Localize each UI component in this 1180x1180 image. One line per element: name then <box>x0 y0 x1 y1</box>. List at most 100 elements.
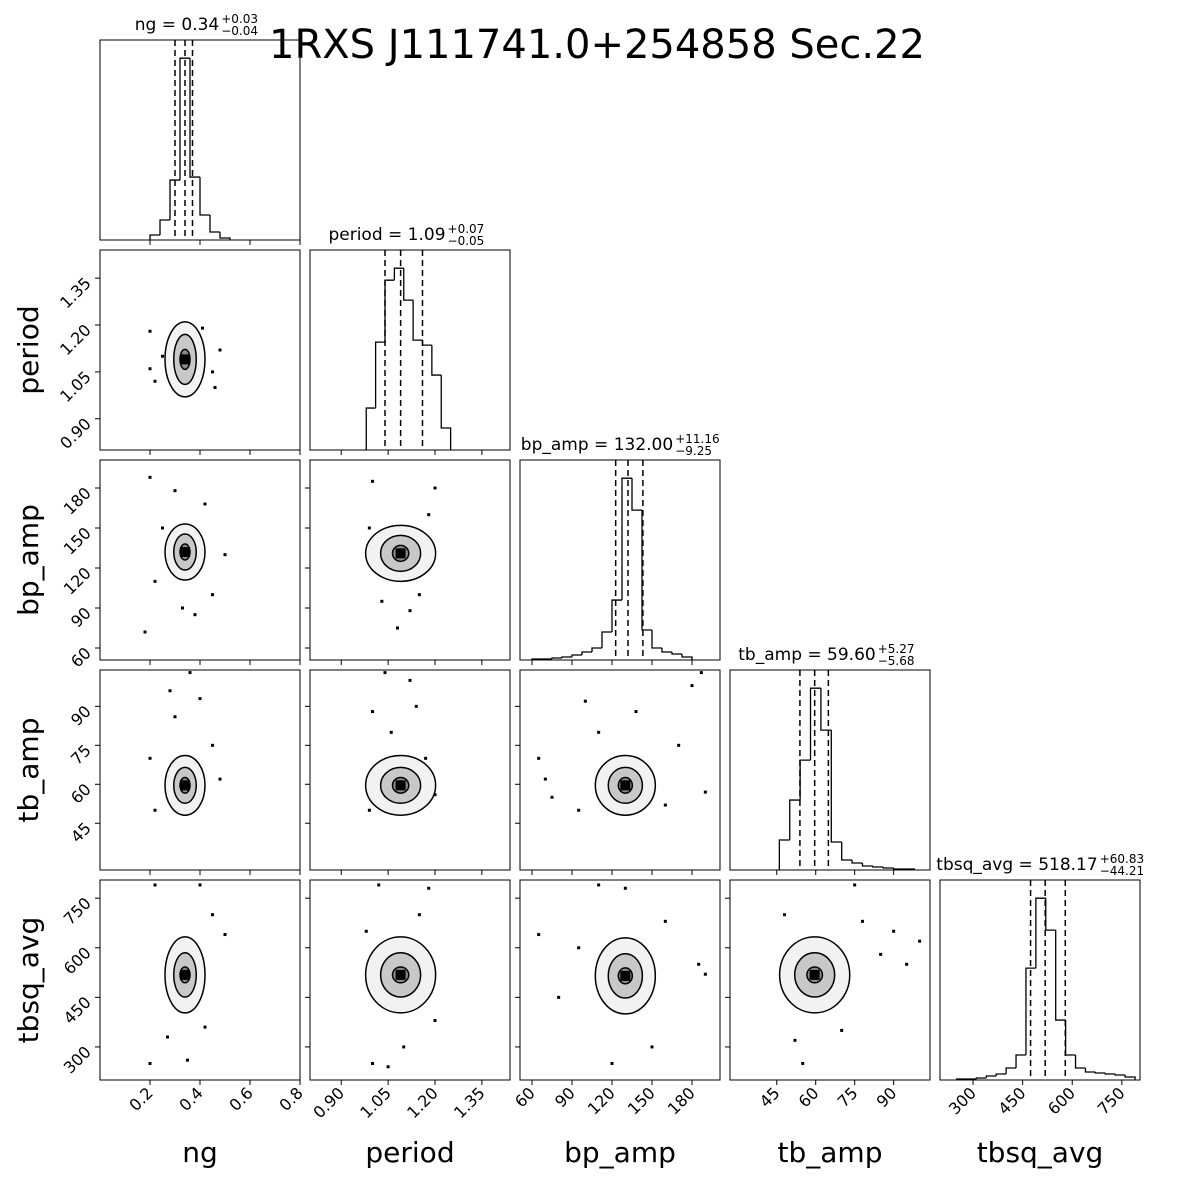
histogram-step <box>551 657 562 660</box>
sample-point <box>433 793 437 797</box>
sample-point <box>148 475 152 479</box>
x-tick-label: 120 <box>584 1083 619 1118</box>
histogram-step <box>581 651 592 656</box>
histogram-step <box>440 375 452 450</box>
histogram-step <box>571 654 582 658</box>
histogram-step <box>975 1077 987 1079</box>
y-tick-label: 600 <box>60 943 95 978</box>
histogram-step <box>820 688 832 731</box>
x-tick-label: 180 <box>664 1083 699 1118</box>
sample-point <box>537 933 541 937</box>
sample-point <box>188 671 192 675</box>
histogram-step <box>1015 1054 1026 1069</box>
histogram-step <box>651 630 662 649</box>
sample-point <box>148 367 152 371</box>
sample-point <box>427 513 431 517</box>
sample-point <box>840 1028 844 1032</box>
histogram-step <box>830 730 842 843</box>
sample-point <box>634 710 638 714</box>
y-tick-label: 150 <box>60 523 95 558</box>
sample-point <box>905 962 909 966</box>
panel-frame <box>309 669 511 871</box>
histogram-step <box>861 863 873 867</box>
title-plus: +0.07 <box>448 222 485 236</box>
histogram-step <box>1025 967 1036 1056</box>
sample-point <box>218 348 222 352</box>
panel-title: ng = 0.34 <box>135 15 219 35</box>
panel-title: tb_amp = 59.60 <box>738 645 875 665</box>
sample-point <box>367 526 371 530</box>
y-tick-label: 90 <box>67 702 95 730</box>
sample-point <box>203 502 207 506</box>
x-tick-label: 0.2 <box>125 1083 156 1114</box>
sample-point <box>211 370 214 374</box>
sample-point <box>153 808 157 812</box>
sample-point <box>424 756 428 760</box>
x-axis-label: ng <box>182 1136 218 1169</box>
sample-point <box>703 972 707 976</box>
y-axis-label: bp_amp <box>12 504 45 616</box>
histogram-step <box>179 57 190 181</box>
sample-point <box>380 599 384 603</box>
sample-point <box>218 777 222 781</box>
histogram-step <box>892 868 905 870</box>
sample-point <box>153 579 157 583</box>
x-tick-label: 75 <box>834 1083 862 1111</box>
x-axis-label: period <box>365 1136 454 1169</box>
sample-point <box>166 1035 169 1039</box>
y-tick-label: 120 <box>60 563 95 598</box>
sample-point <box>211 913 214 917</box>
sample-point <box>663 919 667 923</box>
x-tick-label: 60 <box>511 1083 539 1111</box>
panel-frame <box>519 879 721 1081</box>
histogram-step <box>872 866 884 868</box>
x-axis-label: bp_amp <box>564 1136 676 1169</box>
histogram-step <box>403 268 414 301</box>
sample-point <box>371 710 374 714</box>
sample-point <box>211 593 214 597</box>
histogram-step <box>384 279 395 343</box>
histogram-step <box>789 799 801 841</box>
histogram-step <box>681 654 693 660</box>
sample-point <box>543 777 547 781</box>
sample-point <box>583 699 587 703</box>
title-minus: −9.25 <box>675 444 712 458</box>
sample-point <box>690 684 694 688</box>
sample-point <box>417 913 421 917</box>
histogram-step <box>841 842 853 861</box>
sample-point <box>148 329 152 333</box>
center-mark <box>180 969 190 980</box>
histogram-step <box>159 219 170 236</box>
x-axis-label: tbsq_avg <box>977 1136 1104 1169</box>
sample-point <box>433 486 437 490</box>
sample-point <box>697 962 701 966</box>
histogram-step <box>882 867 894 869</box>
histogram-step <box>591 647 602 653</box>
histogram-step <box>611 599 622 633</box>
panel-frame <box>519 459 721 661</box>
sample-point <box>427 886 431 890</box>
y-tick-label: 450 <box>60 993 95 1028</box>
title-plus: +11.16 <box>675 432 719 446</box>
sample-point <box>408 609 412 613</box>
histogram-step <box>393 267 404 281</box>
histogram-step <box>641 510 652 631</box>
histogram-step <box>778 839 790 870</box>
sample-point <box>143 630 147 634</box>
sample-point <box>577 808 581 812</box>
sample-point <box>367 808 371 812</box>
sample-point <box>213 386 217 389</box>
histogram-step <box>809 687 821 761</box>
histogram-step <box>561 656 572 659</box>
panel-frame <box>309 459 511 661</box>
title-plus: +60.83 <box>1100 852 1144 866</box>
y-tick-label: 750 <box>60 894 95 929</box>
histogram-step <box>601 631 612 649</box>
center-mark <box>620 970 631 981</box>
x-tick-label: 750 <box>1094 1083 1129 1118</box>
histogram-step <box>219 232 231 240</box>
histogram-step <box>1074 1055 1086 1069</box>
center-mark <box>809 969 820 980</box>
x-tick-label: 0.90 <box>309 1083 348 1122</box>
histogram-step <box>209 215 220 233</box>
